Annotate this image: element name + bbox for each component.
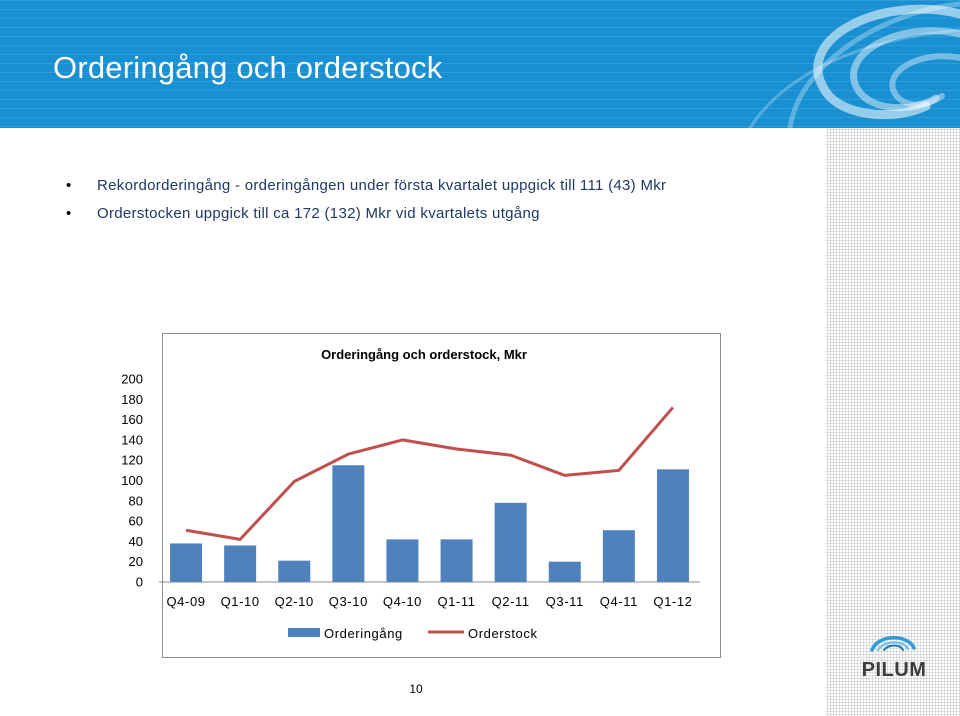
pilum-logo: PILUM bbox=[862, 636, 927, 681]
x-tick-label: Q3-10 bbox=[329, 594, 368, 609]
x-tick-label: Q2-11 bbox=[492, 594, 530, 609]
x-tick-label: Q1-11 bbox=[437, 594, 475, 609]
y-tick-label: 100 bbox=[121, 473, 143, 488]
bullet-text: Orderstocken uppgick till ca 172 (132) M… bbox=[97, 205, 540, 222]
x-tick-label: Q2-10 bbox=[275, 594, 314, 609]
x-tick-label: Q4-09 bbox=[166, 594, 205, 609]
banner-swirl-graphic bbox=[748, 1, 960, 128]
title-banner: Orderingång och orderstock bbox=[0, 0, 960, 128]
chart-title: Orderingång och orderstock, Mkr bbox=[321, 347, 527, 362]
x-tick-label: Q1-10 bbox=[221, 594, 260, 609]
logo-text: PILUM bbox=[862, 659, 927, 681]
dotted-side-pattern bbox=[826, 128, 960, 716]
bar-orderingang-q1-10 bbox=[224, 545, 257, 582]
bullet-marker: • bbox=[66, 205, 72, 222]
x-tick-label: Q3-11 bbox=[546, 594, 584, 609]
y-tick-label: 40 bbox=[129, 534, 143, 549]
bar-orderingang-q4-09 bbox=[170, 543, 203, 582]
y-tick-label: 120 bbox=[121, 453, 143, 468]
bar-orderingang-q2-11 bbox=[494, 502, 527, 582]
bullet-text: Rekordorderingång - orderingången under … bbox=[97, 177, 667, 194]
y-tick-label: 140 bbox=[121, 432, 143, 447]
bar-orderingang-q1-12 bbox=[656, 469, 689, 582]
page-title: Orderingång och orderstock bbox=[53, 50, 443, 85]
line-orderstock bbox=[185, 406, 675, 541]
y-tick-label: 60 bbox=[129, 514, 143, 529]
y-axis: 0 20 40 60 80 100 120 140 160 180 200 bbox=[121, 372, 700, 590]
bar-orderingang-q2-10 bbox=[278, 560, 311, 582]
bar-orderingang-q4-11 bbox=[602, 530, 635, 582]
bullet-marker: • bbox=[66, 177, 72, 194]
page-number: 10 bbox=[409, 682, 423, 696]
y-tick-label: 20 bbox=[129, 554, 143, 569]
line-series bbox=[185, 406, 675, 541]
y-tick-label: 80 bbox=[129, 493, 143, 508]
y-tick-label: 0 bbox=[136, 575, 143, 590]
x-tick-label: Q4-11 bbox=[600, 594, 638, 609]
legend-swatch-orderingang bbox=[288, 628, 320, 637]
bullet-item: • Orderstocken uppgick till ca 172 (132) … bbox=[66, 200, 666, 228]
legend-label-orderingang: Orderingång bbox=[324, 626, 403, 641]
y-tick-label: 180 bbox=[121, 392, 143, 407]
banner-grid-pattern bbox=[0, 0, 960, 128]
legend-label-orderstock: Orderstock bbox=[468, 626, 538, 641]
bar-orderingang-q3-11 bbox=[548, 561, 581, 582]
y-tick-label: 160 bbox=[121, 412, 143, 427]
bar-series bbox=[170, 465, 689, 582]
bar-orderingang-q3-10 bbox=[332, 465, 365, 582]
chart-frame bbox=[162, 333, 721, 658]
legend: Orderingång Orderstock bbox=[288, 626, 538, 641]
bar-orderingang-q4-10 bbox=[386, 539, 419, 582]
x-tick-label: Q1-12 bbox=[653, 594, 692, 609]
x-tick-label: Q4-10 bbox=[383, 594, 422, 609]
bullet-item: • Rekordorderingång - orderingången under… bbox=[66, 172, 666, 200]
bullet-list: • Rekordorderingång - orderingången under… bbox=[66, 172, 666, 228]
x-axis: Q4-09 Q1-10 Q2-10 Q3-10 Q4-10 Q1-11 Q2-11 Q3-11… bbox=[166, 594, 692, 609]
y-tick-label: 200 bbox=[121, 372, 143, 387]
bar-orderingang-q1-11 bbox=[440, 539, 473, 582]
